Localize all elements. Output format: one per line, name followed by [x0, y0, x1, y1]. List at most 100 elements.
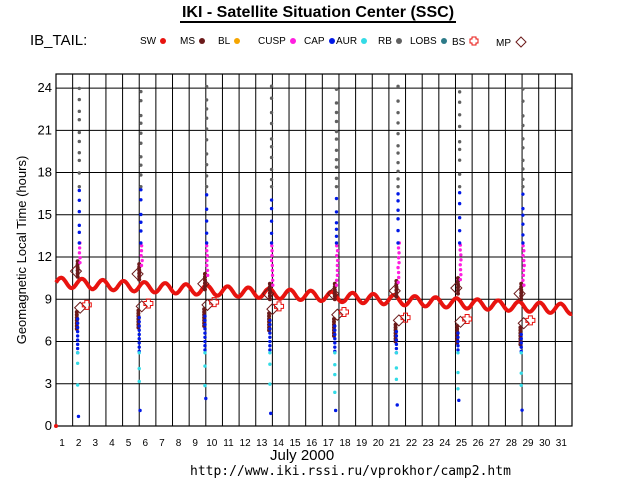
data-point	[269, 198, 274, 202]
data-point	[205, 268, 210, 273]
data-point	[204, 193, 209, 197]
data-point	[396, 265, 400, 270]
x-tick-label: 9	[192, 438, 198, 449]
chart-title: IKI - Satellite Situation Center (SSC)	[179, 4, 457, 23]
data-point	[396, 84, 400, 89]
data-point	[458, 263, 462, 267]
x-tick-label: 29	[523, 438, 535, 449]
x-tick-label: 14	[273, 438, 285, 449]
data-point	[519, 284, 524, 289]
data-point	[521, 253, 525, 258]
data-point	[203, 339, 207, 344]
data-point	[269, 145, 274, 149]
data-point	[519, 291, 524, 296]
data-point	[77, 230, 82, 235]
data-point	[78, 260, 82, 265]
data-point	[396, 256, 401, 260]
data-point	[332, 291, 337, 296]
data-point	[457, 398, 461, 403]
data-point	[335, 273, 340, 278]
data-point	[521, 123, 525, 128]
legend-label: SW	[140, 36, 157, 47]
data-point	[203, 331, 207, 335]
data-point	[77, 151, 82, 155]
source-url[interactable]: http://www.iki.rssi.ru/vprokhor/camp2.ht…	[190, 464, 511, 479]
data-point	[457, 215, 462, 220]
data-point	[203, 327, 207, 331]
data-point	[396, 131, 400, 136]
data-point	[267, 281, 272, 286]
data-point	[519, 383, 523, 387]
data-point	[139, 155, 143, 159]
data-point	[205, 273, 210, 278]
data-point	[396, 241, 400, 245]
x-tick-label: 13	[256, 438, 268, 449]
data-point	[139, 229, 143, 233]
data-point	[334, 244, 339, 248]
bs-crossing-marker	[143, 298, 154, 309]
data-point	[269, 137, 274, 141]
data-point	[521, 87, 525, 91]
data-point	[394, 366, 399, 370]
x-tick-label: 28	[506, 438, 518, 449]
data-point	[77, 198, 82, 202]
data-point	[268, 362, 272, 366]
data-point	[521, 241, 525, 245]
data-point	[333, 372, 337, 377]
legend-label: AUR	[336, 36, 358, 47]
data-point	[204, 98, 209, 102]
legend-label: RB	[378, 36, 392, 47]
legend-dot-icon	[361, 38, 368, 45]
data-point	[269, 411, 273, 416]
data-point	[204, 116, 209, 120]
data-point	[205, 263, 209, 268]
plot-frame	[55, 73, 573, 427]
data-point	[203, 344, 207, 348]
data-point	[521, 146, 525, 150]
data-point	[268, 322, 272, 327]
data-point	[202, 275, 207, 280]
y-tick-label: 3	[45, 376, 52, 391]
data-point	[396, 121, 400, 125]
data-point	[75, 321, 80, 325]
mp-crossing-marker	[392, 314, 406, 327]
data-point	[456, 344, 460, 348]
data-point	[271, 278, 275, 282]
legend-item-sw: SW	[140, 36, 167, 47]
bs-crossing-marker	[525, 315, 536, 326]
data-point	[204, 138, 209, 142]
data-point	[333, 328, 337, 332]
data-point	[456, 348, 460, 352]
data-point	[139, 263, 144, 268]
data-point	[139, 249, 144, 253]
data-point	[139, 121, 143, 125]
data-point	[456, 387, 460, 391]
data-point	[521, 114, 525, 118]
data-point	[139, 131, 143, 135]
data-point	[334, 278, 339, 282]
data-point	[267, 314, 272, 319]
data-point	[521, 278, 525, 282]
sw-track-line	[54, 275, 573, 317]
data-point	[331, 319, 336, 324]
data-point	[394, 346, 399, 351]
data-point	[457, 140, 462, 144]
data-point	[77, 86, 82, 91]
y-tick-label: 24	[38, 80, 52, 95]
legend-dot-icon	[234, 38, 241, 45]
data-point	[204, 207, 209, 211]
data-point	[396, 151, 400, 155]
data-point	[333, 341, 337, 345]
data-point	[268, 318, 272, 323]
legend-label: CUSP	[258, 36, 286, 47]
data-point	[269, 167, 274, 172]
data-point	[78, 256, 82, 260]
legend-dot-icon	[395, 38, 402, 45]
data-point	[334, 119, 339, 124]
x-tick-label: 8	[176, 438, 182, 449]
data-point	[268, 382, 272, 386]
data-point	[394, 342, 399, 347]
mp-crossing-marker	[388, 284, 401, 298]
data-point	[334, 129, 339, 134]
data-point	[333, 332, 337, 337]
